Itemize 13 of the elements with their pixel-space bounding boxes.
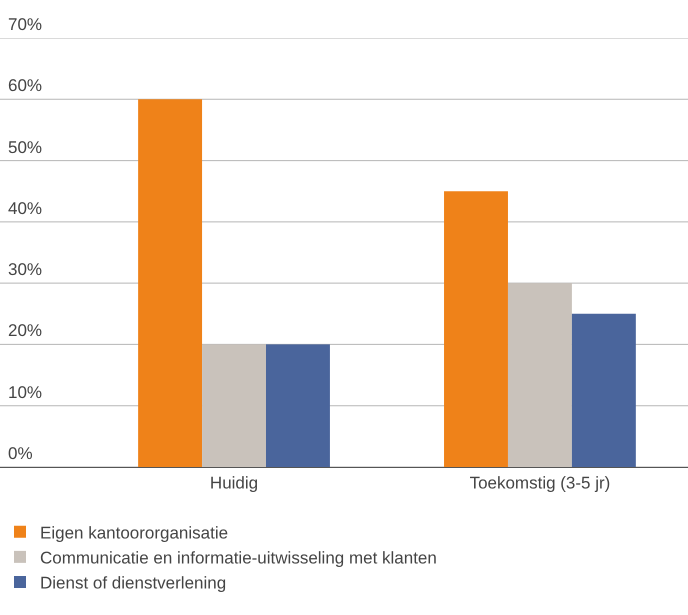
y-tick-label: 0%	[8, 444, 33, 463]
legend-label: Dienst of dienstverlening	[40, 574, 226, 593]
legend-label: Eigen kantoororganisatie	[40, 523, 228, 542]
legend-label: Communicatie en informatie-uitwisseling met klanten	[40, 548, 437, 568]
y-tick-label: 30%	[8, 260, 42, 279]
y-tick-label: 50%	[8, 138, 42, 157]
x-tick-label: Huidig	[210, 473, 258, 492]
x-tick-label: Toekomstig (3-5 jr)	[470, 473, 610, 492]
y-tick-label: 40%	[8, 199, 42, 218]
y-tick-label: 20%	[8, 321, 42, 340]
y-tick-label: 10%	[8, 383, 42, 402]
y-tick-label: 70%	[8, 15, 42, 34]
y-tick-label: 60%	[8, 76, 42, 95]
